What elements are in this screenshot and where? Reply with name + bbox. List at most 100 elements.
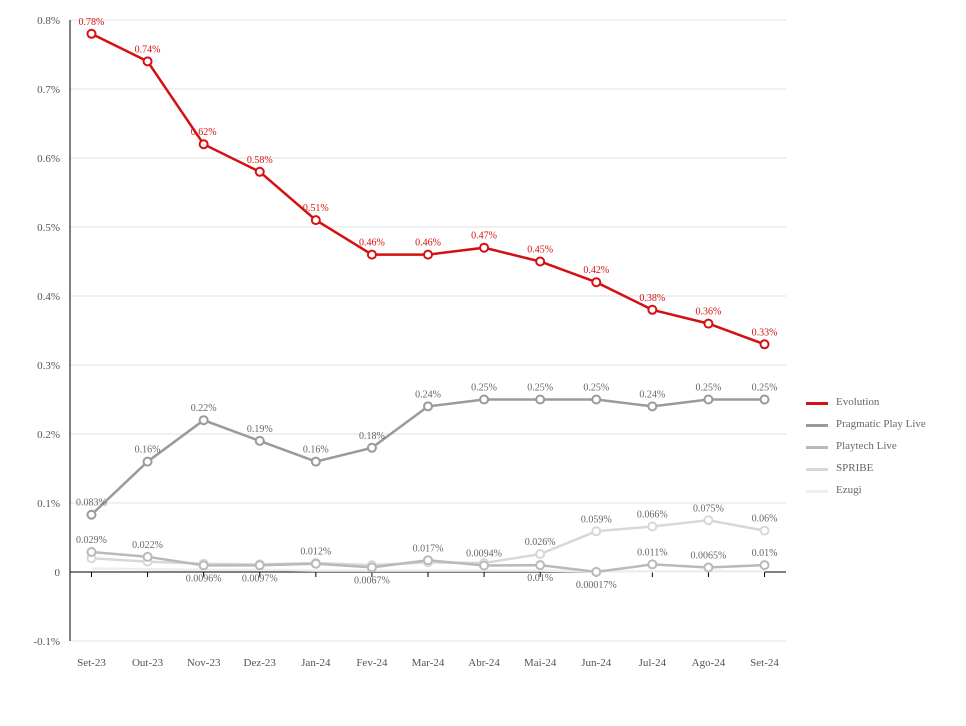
data-label: 0.47% [471, 231, 497, 242]
line-chart: -0.1% 0 0.1% 0.2% 0.3% 0.4% 0.5% 0.6% 0.7% 0.8% Se… [0, 0, 966, 721]
data-label: 0.36% [696, 307, 722, 318]
y-tick-label: 0.3% [37, 360, 60, 372]
x-tick-label: Jan-24 [301, 657, 331, 669]
x-tick-label: Mai-24 [524, 657, 557, 669]
x-tick-label: Set-24 [750, 657, 779, 669]
legend-swatch [806, 402, 828, 405]
data-label: 0.24% [639, 389, 665, 400]
data-label: 0.0094% [466, 549, 502, 560]
data-label: 0.25% [527, 383, 553, 394]
data-label: 0.38% [639, 293, 665, 304]
data-marker-inner [537, 562, 543, 568]
x-tick-label: Dez-23 [244, 657, 277, 669]
data-label: 0.066% [637, 509, 668, 520]
data-marker-inner [762, 562, 768, 568]
data-marker-inner [313, 459, 319, 465]
data-marker-inner [649, 561, 655, 567]
legend-swatch [806, 424, 828, 427]
data-marker-inner [257, 562, 263, 568]
data-label: 0.33% [752, 327, 778, 338]
data-marker-inner [201, 417, 207, 423]
data-marker-inner [201, 562, 207, 568]
data-marker-inner [369, 252, 375, 258]
y-tick-label: 0.6% [37, 153, 60, 165]
data-label: 0.78% [79, 17, 105, 28]
x-tick-label: Jul-24 [639, 657, 667, 669]
y-tick-label: 0.1% [37, 498, 60, 510]
data-marker-inner [481, 397, 487, 403]
data-marker-inner [705, 565, 711, 571]
data-marker-inner [705, 321, 711, 327]
data-label: 0.022% [132, 540, 163, 551]
data-label: 0.42% [583, 265, 609, 276]
legend-swatch [806, 446, 828, 449]
data-marker-inner [537, 397, 543, 403]
x-tick-label: Nov-23 [187, 657, 221, 669]
data-marker-inner [593, 279, 599, 285]
x-tick-label: Set-23 [77, 657, 106, 669]
data-label: 0.083% [76, 498, 107, 509]
x-tick-label: Fev-24 [356, 657, 388, 669]
data-label: 0.58% [247, 155, 273, 166]
y-tick-label: -0.1% [33, 636, 60, 648]
y-tick-label: 0.7% [37, 84, 60, 96]
data-marker-inner [649, 307, 655, 313]
data-marker-inner [649, 403, 655, 409]
y-tick-label: 0 [55, 567, 61, 579]
data-label: 0.00017% [576, 580, 617, 591]
data-label: 0.06% [752, 514, 778, 525]
data-label: 0.01% [527, 573, 553, 584]
data-label: 0.62% [191, 127, 217, 138]
data-marker-inner [425, 252, 431, 258]
data-label: 0.46% [415, 238, 441, 249]
data-marker-inner [145, 554, 151, 560]
legend-swatch [806, 468, 828, 471]
data-marker-inner [593, 397, 599, 403]
series-line [91, 400, 764, 515]
data-marker-inner [481, 563, 487, 569]
data-label: 0.0065% [691, 551, 727, 562]
data-label: 0.075% [693, 503, 724, 514]
data-label: 0.25% [752, 383, 778, 394]
y-tick-label: 0.2% [37, 429, 60, 441]
data-label: 0.017% [413, 543, 444, 554]
x-tick-label: Jun-24 [581, 657, 611, 669]
data-label: 0.16% [135, 445, 161, 456]
data-label: 0.45% [527, 245, 553, 256]
data-marker-inner [88, 512, 94, 518]
data-label: 0.25% [471, 383, 497, 394]
data-marker-inner [593, 569, 599, 575]
data-label: 0.0097% [242, 573, 278, 584]
legend-label: Evolution [836, 396, 880, 408]
data-marker-inner [369, 564, 375, 570]
legend-swatch [806, 490, 828, 493]
data-label: 0.012% [300, 547, 331, 558]
legend-label: Ezugi [836, 484, 862, 496]
data-marker-inner [145, 459, 151, 465]
data-label: 0.026% [525, 537, 556, 548]
data-marker-inner [762, 528, 768, 534]
data-marker-inner [88, 31, 94, 37]
data-marker-inner [201, 141, 207, 147]
data-label: 0.059% [581, 514, 612, 525]
y-tick-label: 0.8% [37, 15, 60, 27]
data-marker-inner [593, 528, 599, 534]
data-marker-inner [762, 341, 768, 347]
y-tick-label: 0.5% [37, 222, 60, 234]
data-label: 0.029% [76, 535, 107, 546]
data-marker-inner [762, 397, 768, 403]
data-label: 0.19% [247, 424, 273, 435]
data-marker-inner [313, 217, 319, 223]
legend-label: Pragmatic Play Live [836, 418, 926, 430]
y-tick-label: 0.4% [37, 291, 60, 303]
data-label: 0.51% [303, 203, 329, 214]
x-tick-label: Abr-24 [468, 657, 500, 669]
data-marker-inner [705, 397, 711, 403]
x-tick-label: Out-23 [132, 657, 164, 669]
data-label: 0.25% [583, 383, 609, 394]
data-marker-inner [537, 259, 543, 265]
data-label: 0.18% [359, 431, 385, 442]
legend-label: Playtech Live [836, 440, 897, 452]
data-label: 0.0067% [354, 575, 390, 586]
data-marker-inner [649, 523, 655, 529]
